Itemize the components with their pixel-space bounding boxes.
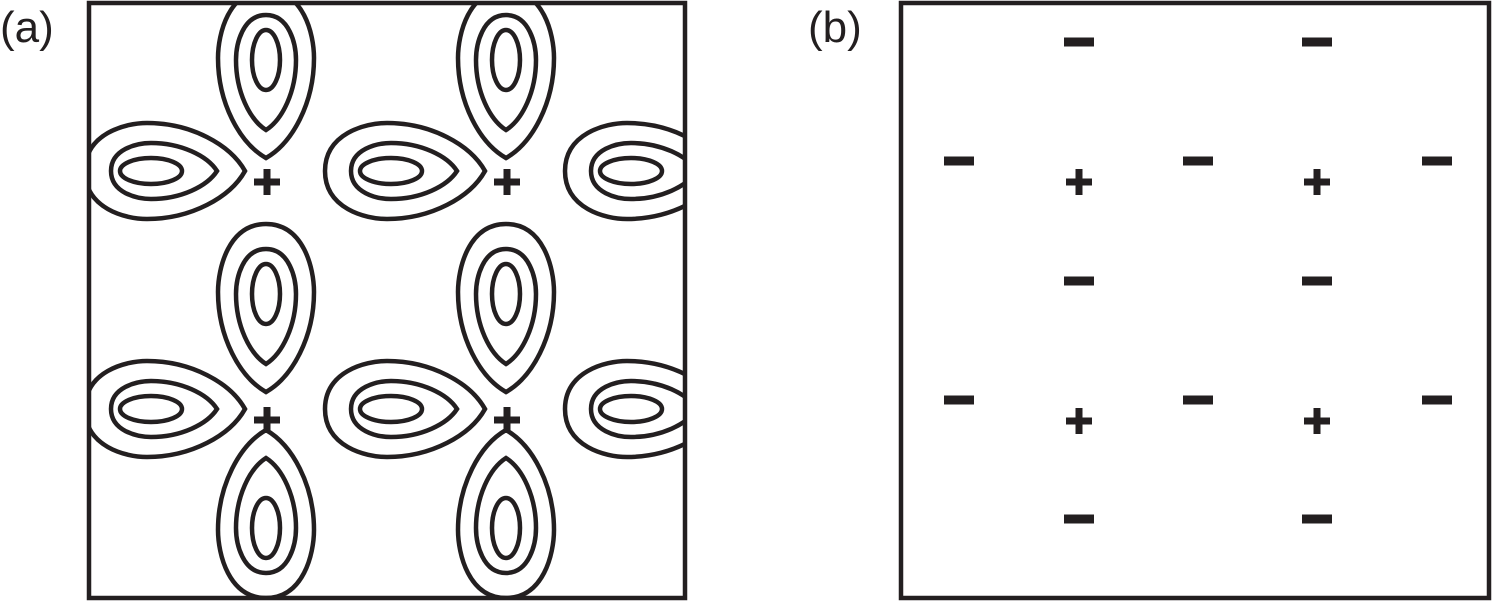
horizontal-contour-lobe: [89, 120, 248, 222]
minus-sign-marker: [1183, 395, 1213, 405]
horizontal-contour-lobe: [322, 358, 488, 460]
minus-sign-marker: [1064, 37, 1094, 47]
horizontal-contour-lobe: [89, 358, 248, 460]
panel-b-frame: [898, 0, 1492, 601]
plus-sign-marker: [1066, 169, 1092, 195]
vertical-contour-lobe: [455, 427, 557, 598]
plus-sign-marker: [494, 169, 520, 195]
minus-sign-marker: [1422, 395, 1452, 405]
horizontal-contour-lobe: [322, 120, 488, 222]
vertical-contour-lobe: [215, 221, 317, 395]
vertical-contour-lobe: [215, 3, 317, 161]
minus-sign-marker: [944, 395, 974, 405]
horizontal-contour-lobe: [562, 358, 685, 460]
minus-sign-marker: [1302, 276, 1332, 286]
minus-sign-marker: [1064, 276, 1094, 286]
minus-sign-marker: [944, 156, 974, 166]
plus-sign-marker: [254, 407, 280, 433]
plus-sign-marker: [1066, 408, 1092, 434]
plus-sign-marker: [1304, 169, 1330, 195]
panel-a-label: (a): [0, 3, 54, 52]
panel-a-frame: [86, 0, 688, 601]
vertical-contour-lobe: [455, 3, 557, 161]
minus-sign-marker: [1302, 37, 1332, 47]
minus-sign-marker: [1302, 514, 1332, 524]
plus-sign-marker: [494, 407, 520, 433]
horizontal-contour-lobe: [562, 120, 685, 222]
vertical-contour-lobe: [455, 221, 557, 395]
minus-sign-marker: [1422, 156, 1452, 166]
minus-sign-marker: [1183, 156, 1213, 166]
plus-sign-marker: [254, 169, 280, 195]
minus-sign-marker: [1064, 514, 1094, 524]
sign-map-panel-b: [898, 0, 1492, 601]
panel-b-label: (b): [808, 3, 862, 52]
vertical-contour-lobe: [215, 427, 317, 598]
plus-sign-marker: [1304, 408, 1330, 434]
contour-plot-panel-a: [86, 0, 688, 601]
